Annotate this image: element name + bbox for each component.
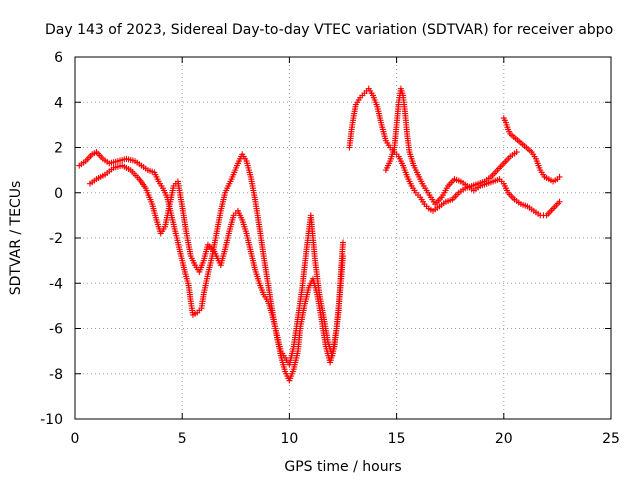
- y-tick-label: -4: [49, 276, 63, 292]
- y-tick-label: -6: [49, 322, 63, 338]
- grid-lines: [75, 57, 611, 419]
- plot-frame: [74, 56, 612, 420]
- x-tick-label: 0: [71, 431, 80, 447]
- data-point: [513, 149, 520, 156]
- y-tick-label: -8: [49, 367, 63, 383]
- y-tick-label: -10: [40, 412, 63, 428]
- x-tick-label: 15: [388, 431, 406, 447]
- x-axis-title: GPS time / hours: [284, 459, 401, 475]
- x-tick-label: 25: [602, 431, 620, 447]
- data-points: [76, 85, 563, 384]
- y-tick-label: -2: [49, 231, 63, 247]
- y-axis-title: SDTVAR / TECUs: [8, 181, 24, 296]
- x-tick-label: 10: [280, 431, 298, 447]
- data-point: [556, 198, 563, 205]
- chart-title: Day 143 of 2023, Sidereal Day-to-day VTE…: [45, 22, 613, 38]
- data-point: [556, 173, 563, 180]
- data-point: [340, 239, 346, 246]
- x-tick-label: 5: [178, 431, 187, 447]
- y-tick-label: 2: [54, 141, 63, 157]
- y-tick-label: 6: [54, 50, 63, 66]
- y-tick-label: 4: [54, 95, 63, 111]
- data-point: [340, 253, 346, 260]
- y-tick-label: 0: [54, 186, 63, 202]
- x-tick-label: 20: [495, 431, 513, 447]
- tick-labels: 0 5 10 15 20 25 -10 -8 -6 -4 -2 0 2 4 6: [40, 50, 620, 447]
